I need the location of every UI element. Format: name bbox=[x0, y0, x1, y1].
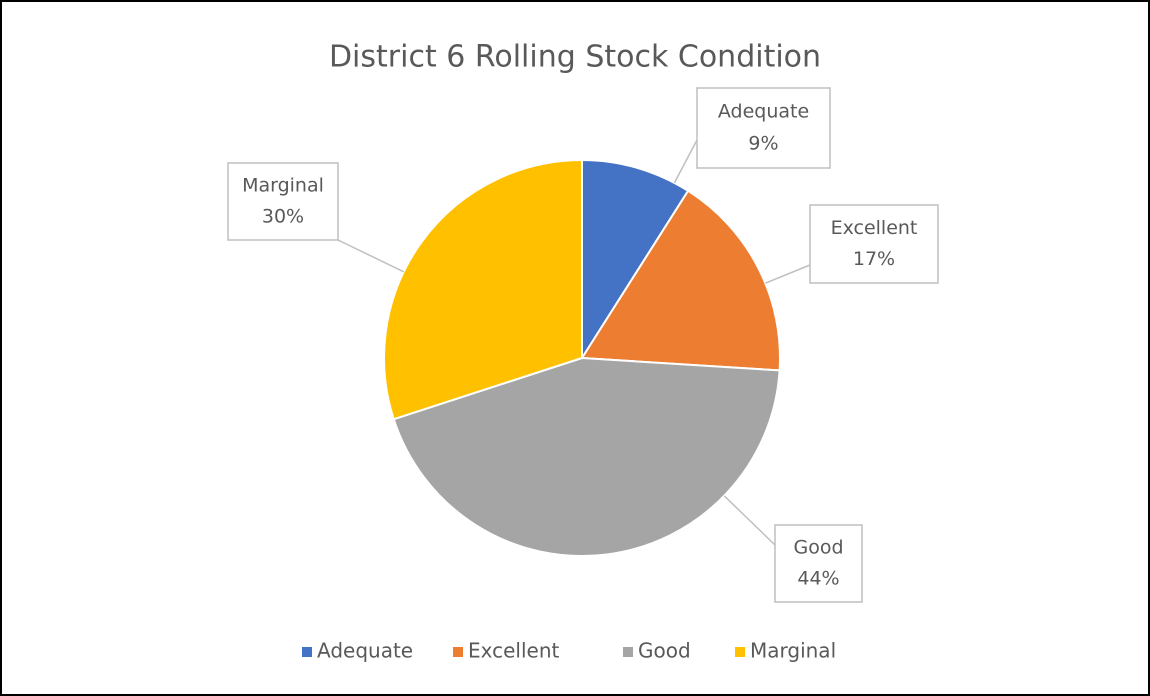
leader-line bbox=[765, 264, 811, 284]
data-label: 30% bbox=[262, 205, 304, 227]
label-box bbox=[774, 524, 863, 603]
label-box bbox=[696, 87, 831, 169]
legend-label: Adequate bbox=[317, 639, 413, 663]
chart-title: District 6 Rolling Stock Condition bbox=[329, 40, 821, 75]
leader-line bbox=[673, 139, 698, 184]
data-label: 9% bbox=[748, 133, 778, 155]
data-label-name: Good bbox=[793, 537, 843, 559]
legend-swatch bbox=[735, 647, 745, 657]
data-label-name: Marginal bbox=[242, 175, 324, 197]
data-label-name: Excellent bbox=[831, 217, 918, 239]
pie-slice bbox=[383, 158, 583, 421]
leader-line bbox=[337, 239, 405, 273]
pie-slice bbox=[392, 356, 781, 557]
label-box bbox=[809, 204, 939, 284]
pie-slice bbox=[580, 189, 781, 372]
legend-swatch bbox=[453, 647, 463, 657]
legend-label: Excellent bbox=[468, 639, 560, 663]
data-label: 44% bbox=[797, 567, 839, 589]
pie-slice bbox=[581, 158, 690, 362]
legend-label: Good bbox=[638, 639, 691, 663]
legend-label: Marginal bbox=[750, 639, 836, 663]
leader-line bbox=[723, 495, 776, 546]
legend-swatch bbox=[302, 647, 312, 657]
legend-swatch bbox=[623, 647, 633, 657]
label-box bbox=[227, 162, 339, 241]
data-label-name: Adequate bbox=[718, 101, 809, 123]
data-label: 17% bbox=[853, 248, 895, 270]
